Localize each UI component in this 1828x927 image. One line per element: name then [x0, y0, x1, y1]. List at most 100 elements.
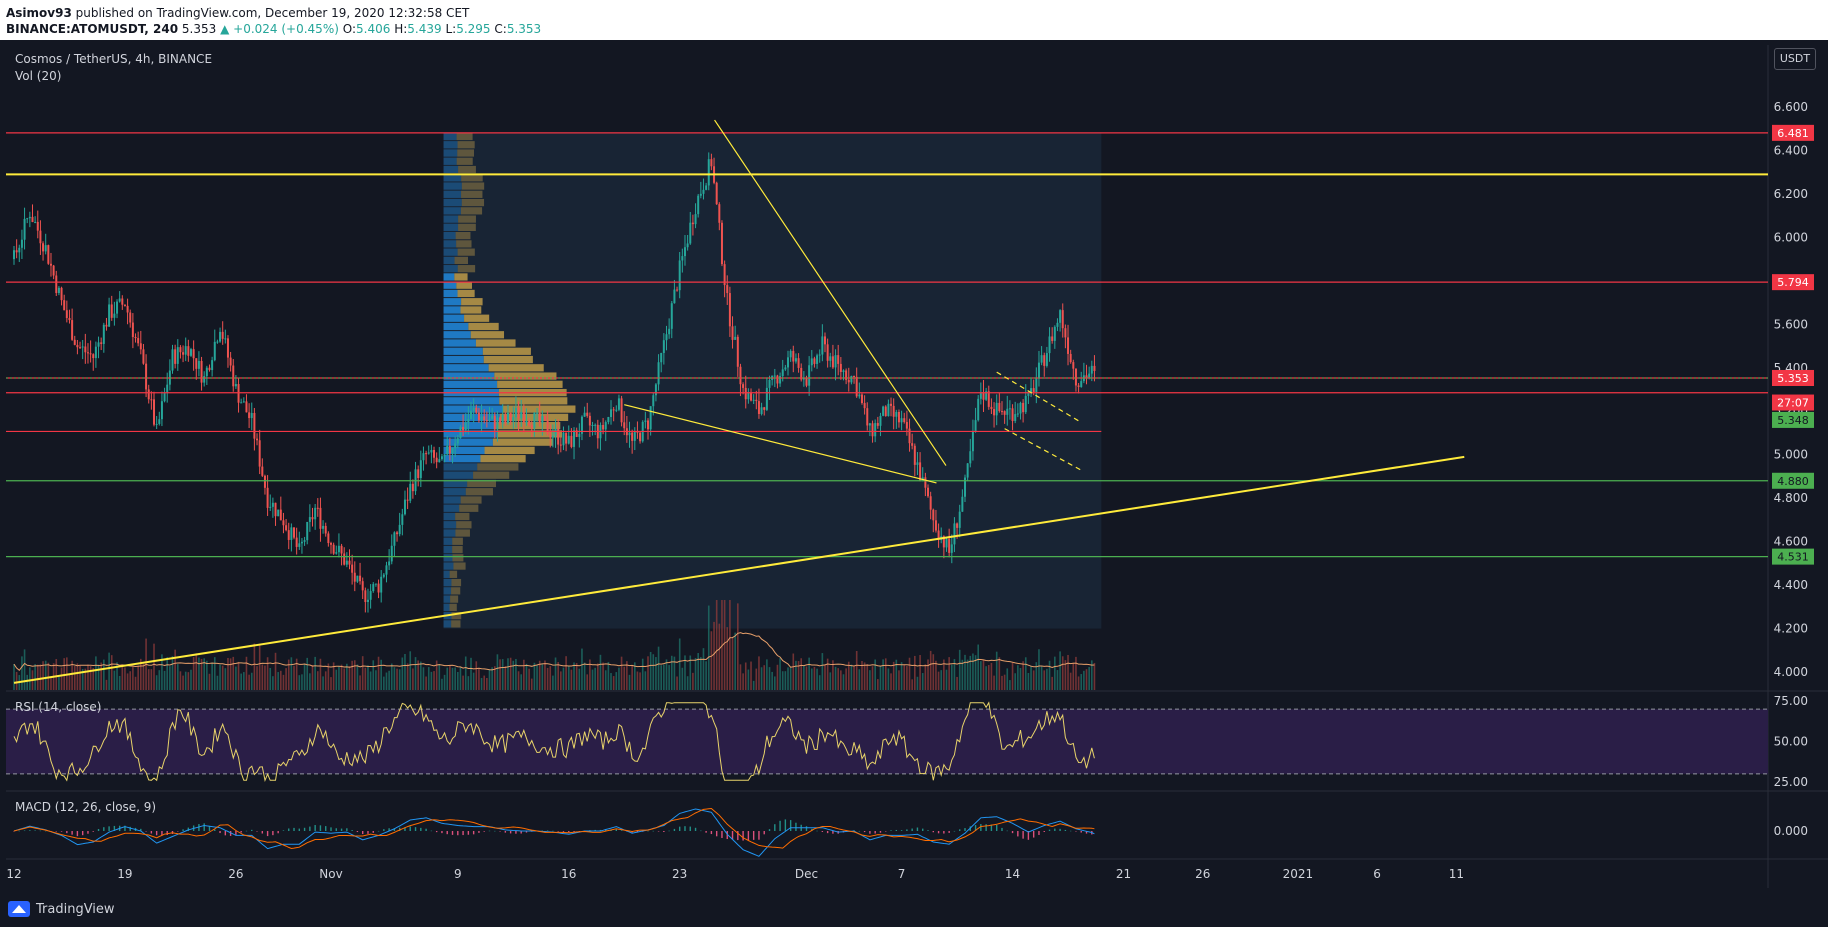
candle-body	[330, 543, 332, 545]
volume-bar	[195, 653, 198, 690]
candle-body	[768, 380, 771, 388]
macd-histogram-bar	[515, 831, 517, 834]
candle-body	[734, 336, 737, 340]
tradingview-logo[interactable]: TradingView	[8, 901, 115, 917]
macd-histogram-bar	[694, 827, 697, 831]
volume-bar	[544, 660, 546, 690]
volume-bar	[126, 673, 129, 690]
candle-body	[1072, 362, 1075, 369]
profile-bar-up	[443, 215, 459, 223]
candle-body	[472, 407, 475, 411]
volume-bar	[641, 658, 644, 690]
candle-body	[377, 583, 380, 593]
candle-body	[15, 250, 18, 253]
volume-bar	[906, 666, 908, 690]
volume-bar	[961, 659, 964, 690]
profile-bar-up	[443, 422, 497, 430]
volume-bar	[615, 672, 618, 690]
volume-bar	[277, 672, 279, 690]
volume-bar	[253, 643, 256, 690]
volume-bar	[950, 664, 953, 690]
volume-profile	[443, 132, 576, 628]
volume-bar	[789, 667, 792, 690]
macd-histogram-bar	[1022, 831, 1024, 839]
candle-body	[610, 409, 613, 418]
candle-body	[174, 349, 177, 364]
candle-body	[890, 403, 893, 406]
volume-bar	[330, 677, 332, 690]
author-name[interactable]: Asimov93	[6, 6, 72, 20]
volume-bar	[108, 652, 110, 690]
volume-bar	[464, 656, 467, 690]
macd-histogram-bar	[161, 831, 163, 836]
tradingview-logo-icon	[8, 901, 30, 917]
candle-body	[131, 322, 134, 338]
candle-body	[100, 342, 103, 344]
candle-body	[1061, 310, 1064, 329]
candle-body	[348, 560, 351, 565]
macd-histogram-bar	[858, 830, 861, 832]
volume-bar	[623, 666, 626, 690]
macd-histogram-bar	[155, 831, 158, 836]
candle-body	[823, 336, 826, 345]
candle-body	[874, 423, 877, 437]
volume-bar	[39, 664, 42, 690]
footer: TradingView	[0, 895, 1828, 927]
macd-histogram-bar	[1001, 827, 1003, 831]
profile-bar-down	[457, 141, 475, 149]
profile-bar-up	[443, 265, 458, 273]
macd-histogram-bar	[66, 831, 68, 834]
chart-canvas[interactable]: 6.6006.4006.2006.0005.8005.6005.4005.200…	[0, 40, 1828, 895]
candle-body	[303, 540, 306, 542]
profile-bar-down	[460, 207, 483, 215]
macd-histogram-bar	[922, 828, 924, 831]
profile-bar-up	[443, 331, 471, 339]
time-tick-label: 26	[1195, 867, 1210, 881]
volume-bar	[776, 664, 779, 690]
macd-histogram-bar	[826, 831, 829, 834]
macd-histogram-bar	[731, 831, 734, 840]
candle-body	[322, 525, 325, 529]
volume-bar	[1067, 654, 1069, 690]
candle-body	[929, 496, 932, 510]
candle-body	[520, 412, 523, 419]
macd-histogram-bar	[726, 831, 728, 840]
profile-bar-down	[496, 422, 561, 430]
volume-bar	[742, 673, 744, 690]
volume-bar	[879, 665, 882, 690]
macd-histogram-bar	[980, 824, 982, 831]
volume-bar	[483, 675, 486, 690]
candle-body	[205, 367, 208, 377]
candle-body	[226, 338, 229, 358]
candle-body	[580, 416, 583, 434]
currency-button[interactable]: USDT	[1774, 48, 1816, 70]
candle-body	[1045, 353, 1048, 366]
volume-bar	[129, 671, 132, 690]
profile-bar-up	[443, 603, 450, 612]
profile-bar-down	[464, 314, 490, 322]
volume-bar	[877, 679, 879, 690]
volume-bar	[956, 676, 958, 690]
macd-histogram-bar	[647, 830, 649, 832]
volume-bar	[232, 656, 235, 690]
candle-body	[57, 287, 60, 293]
volume-bar	[169, 666, 171, 690]
low-value: 5.295	[456, 22, 491, 36]
candle-body	[892, 405, 895, 417]
macd-histogram-bar	[367, 831, 369, 834]
macd-histogram-bar	[55, 831, 57, 832]
volume-bar	[224, 668, 227, 690]
candle-body	[340, 545, 343, 554]
macd-histogram-bar	[557, 831, 559, 832]
price-label-tag: 5.794	[1772, 274, 1814, 291]
candle-body	[501, 414, 504, 424]
profile-bar-down	[449, 603, 457, 612]
candle-body	[232, 365, 235, 387]
price-label-tag: 4.531	[1772, 548, 1814, 565]
profile-bar-up	[443, 207, 461, 215]
candle-body	[660, 352, 663, 363]
candle-body	[298, 543, 301, 547]
volume-bar	[472, 672, 475, 690]
volume-bar	[652, 654, 655, 690]
volume-bar	[324, 671, 327, 690]
